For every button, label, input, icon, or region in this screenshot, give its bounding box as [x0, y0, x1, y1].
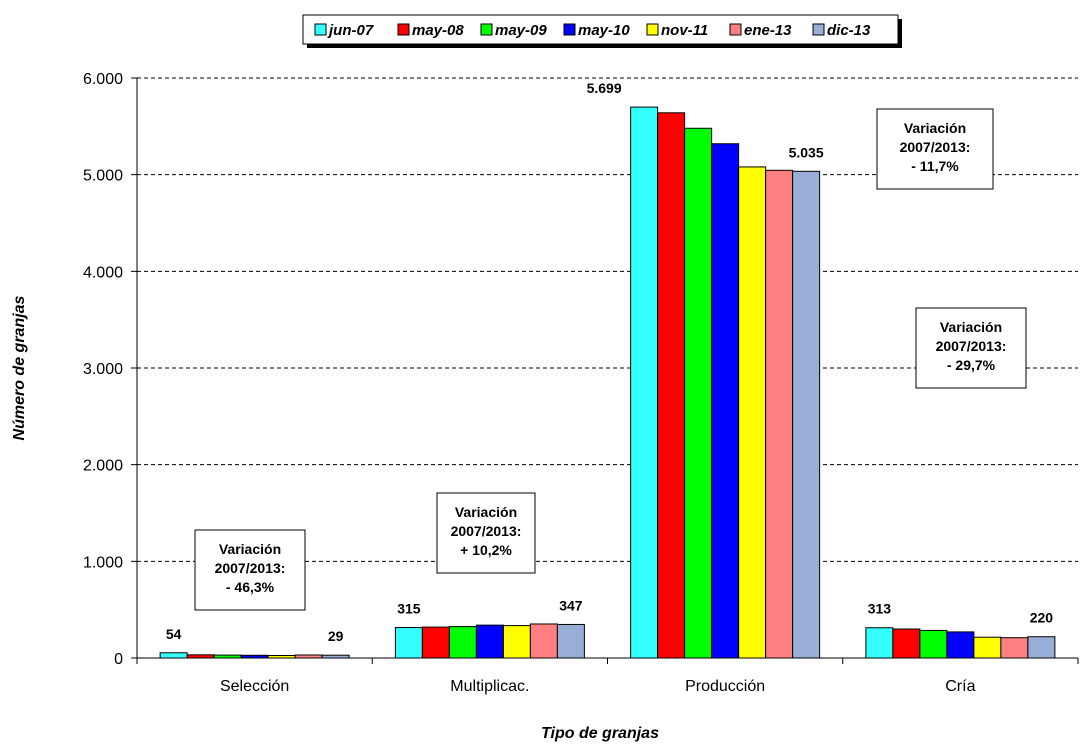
data-label: 5.699 — [587, 80, 622, 96]
legend-label: nov-11 — [661, 22, 708, 39]
y-tick-label: 4.000 — [83, 264, 123, 281]
bar-ene-13-3 — [1000, 637, 1029, 659]
bar-jun-07-2 — [630, 106, 659, 659]
bar-nov-11-2 — [738, 166, 767, 659]
bar-ene-13-2 — [765, 169, 794, 659]
variation-note-text: Variación — [940, 319, 1002, 335]
bar-may-09-2 — [684, 127, 713, 659]
variation-note-text: - 29,7% — [947, 357, 996, 373]
y-tick-label: 1.000 — [83, 554, 123, 571]
variation-note-text: - 46,3% — [226, 579, 275, 595]
variation-note-box — [915, 307, 1027, 389]
bar-dic-13-1 — [556, 623, 585, 659]
bars — [159, 106, 1056, 659]
data-label: 54 — [166, 626, 182, 642]
bar-dic-13-2 — [792, 170, 821, 659]
y-axis-title: Número de granjas — [11, 295, 28, 440]
variation-note-text: 2007/2013: — [936, 338, 1007, 354]
data-labels: 54 29 315 347 5.699 5.035 313 220 — [166, 80, 1053, 644]
data-label: 313 — [868, 601, 892, 617]
y-tick-label: 0 — [114, 651, 123, 668]
bar-jun-07-3 — [865, 627, 894, 659]
legend-item-may-08: may-08 — [397, 22, 464, 39]
legend-swatch — [397, 23, 410, 36]
legend-label: jun-07 — [327, 22, 374, 39]
variation-note-text: - 11,7% — [911, 158, 959, 174]
bar-jun-07-1 — [394, 627, 423, 659]
variation-note-text: Variación — [455, 504, 517, 520]
y-tick-label: 3.000 — [83, 361, 123, 378]
legend-label: dic-13 — [827, 22, 871, 39]
bar-may-10-2 — [711, 143, 740, 659]
x-category-label: Cría — [945, 678, 975, 695]
annotations: Variación 2007/2013: - 46,3% Variación 2007/… — [194, 108, 1027, 611]
bar-may-10-1 — [475, 624, 504, 659]
data-label: 347 — [559, 597, 583, 613]
data-label: 220 — [1030, 610, 1054, 626]
legend-item-may-10: may-10 — [563, 22, 630, 39]
bar-may-08-1 — [421, 626, 450, 659]
legend-swatch — [314, 23, 327, 36]
bar-nov-11-3 — [973, 636, 1002, 659]
x-category-label: Selección — [220, 678, 289, 695]
variation-note-text: 2007/2013: — [215, 560, 286, 576]
variation-note-box — [436, 492, 536, 574]
variation-note: Variación 2007/2013: + 10,2% — [436, 492, 536, 574]
legend-item-may-09: may-09 — [480, 22, 547, 39]
variation-note-box — [876, 108, 994, 190]
bar-nov-11-1 — [502, 625, 531, 659]
y-tick-label: 5.000 — [83, 168, 123, 185]
legend-label: may-08 — [412, 22, 464, 39]
variation-note: Variación 2007/2013: - 11,7% — [876, 108, 994, 190]
legend-swatch — [563, 23, 576, 36]
legend-label: may-10 — [578, 22, 630, 39]
y-tick-label: 6.000 — [83, 71, 123, 88]
gridlines — [137, 77, 1078, 562]
legend-swatch — [812, 23, 825, 36]
data-label: 315 — [397, 601, 421, 617]
axes — [131, 77, 1079, 664]
data-label: 29 — [328, 628, 344, 644]
legend-item-nov-11: nov-11 — [646, 22, 708, 39]
legend: jun-07 may-08 may-09 may-10 nov-11 ene-13 dic-… — [302, 14, 902, 48]
legend-swatch — [729, 23, 742, 36]
legend-label: may-09 — [495, 22, 547, 39]
bar-may-08-3 — [892, 628, 921, 659]
variation-note: Variación 2007/2013: - 46,3% — [194, 529, 306, 611]
bar-jun-07-0 — [159, 652, 188, 659]
bar-may-08-2 — [657, 112, 686, 659]
bar-may-09-1 — [448, 626, 477, 659]
legend-swatch — [646, 23, 659, 36]
legend-item-jun-07: jun-07 — [314, 22, 374, 39]
variation-note-text: 2007/2013: — [900, 139, 971, 155]
bar-may-09-3 — [919, 629, 948, 659]
variation-note-text: Variación — [219, 541, 281, 557]
y-tick-label: 2.000 — [83, 458, 123, 475]
bar-ene-13-1 — [529, 623, 558, 659]
variation-note-text: 2007/2013: — [451, 523, 522, 539]
legend-swatch — [480, 23, 493, 36]
x-category-label: Producción — [685, 678, 765, 695]
legend-label: ene-13 — [744, 22, 792, 39]
variation-note: Variación 2007/2013: - 29,7% — [915, 307, 1027, 389]
bar-may-10-3 — [946, 631, 975, 659]
x-category-label: Multiplicac. — [450, 678, 529, 695]
variation-note-text: Variación — [904, 120, 966, 136]
legend-item-ene-13: ene-13 — [729, 22, 792, 39]
x-category-labels: Selección Multiplicac. Producción Cría — [220, 678, 976, 695]
data-label: 5.035 — [789, 144, 824, 160]
variation-note-text: + 10,2% — [460, 542, 512, 558]
y-tick-labels: 0 1.000 2.000 3.000 4.000 5.000 6.000 — [83, 71, 123, 668]
legend-item-dic-13: dic-13 — [812, 22, 871, 39]
variation-note-box — [194, 529, 306, 611]
x-axis-title: Tipo de granjas — [541, 725, 659, 742]
bar-dic-13-3 — [1027, 636, 1056, 659]
